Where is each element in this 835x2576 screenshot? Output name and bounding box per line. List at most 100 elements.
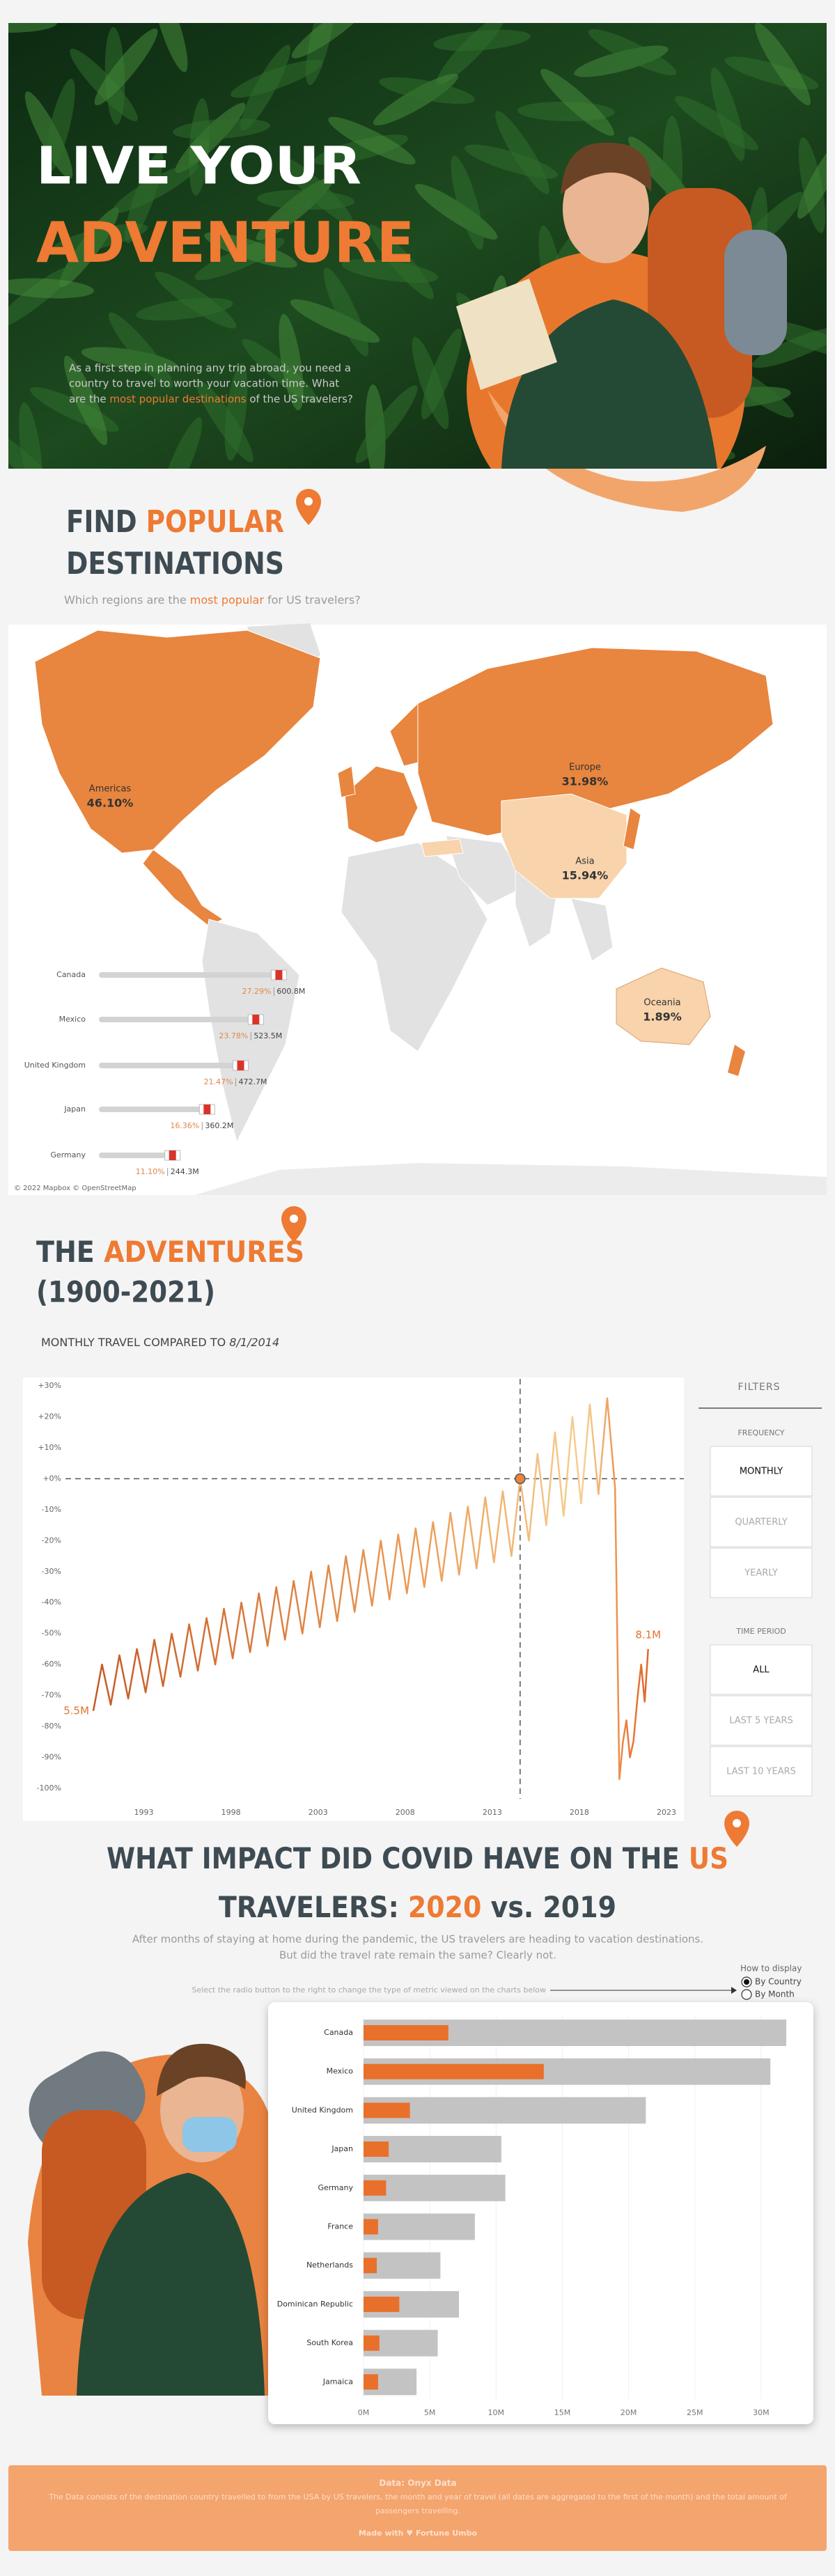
leaf — [279, 313, 304, 411]
leaf — [588, 29, 677, 76]
bar-chart: 0M 5M 10M 15M 20M 25M 30M Canada Mexico United Ki… — [277, 2016, 787, 2417]
hero-intro: As a first step in planning any trip abr… — [69, 362, 351, 375]
country-share: 16.36% — [170, 1121, 199, 1130]
category-label: France — [327, 2222, 353, 2231]
radio[interactable] — [741, 1989, 752, 2000]
section-title: (1900-2021) — [36, 1275, 215, 1309]
section-title: WHAT IMPACT DID COVID HAVE ON THE US — [107, 1841, 728, 1875]
section-title: FIND POPULAR — [66, 504, 284, 540]
footer-description: passengers travelling. — [375, 2506, 460, 2515]
category-label: United Kingdom — [292, 2105, 353, 2114]
filter-option[interactable]: LAST 5 YEARS — [729, 1716, 793, 1726]
x-tick-label: 1998 — [221, 1808, 241, 1817]
filter-button[interactable] — [710, 1644, 813, 1695]
filters-title: FILTERS — [738, 1382, 780, 1393]
section-title: TRAVELERS: 2020 vs. 2019 — [219, 1890, 616, 1924]
hair — [157, 2043, 246, 2096]
text: Which regions are the — [64, 593, 190, 607]
filter-option[interactable]: LAST 10 YEARS — [726, 1767, 796, 1777]
region-europe — [417, 647, 774, 836]
bar — [364, 2213, 475, 2240]
leaf — [291, 23, 372, 58]
country-name: Mexico — [59, 1015, 86, 1024]
flag-stripe — [275, 970, 283, 980]
line-chart: +30% +20% +10% +0% -10% -20% -30% -40% -50% -60% -… — [37, 1379, 684, 1817]
hero-intro: are the most popular destinations of the… — [69, 393, 353, 405]
hero-title-accent: ADVENTURE — [36, 210, 414, 275]
text: vs. 2019 — [481, 1890, 616, 1924]
filter-option[interactable]: MONTHLY — [740, 1467, 783, 1477]
toggle-title: How to display — [740, 1964, 802, 1974]
radio-dot[interactable] — [744, 1979, 749, 1985]
instruction: Select the radio button to the right to … — [192, 1985, 546, 1995]
country-share: 21.47% — [204, 1077, 233, 1086]
country-bar — [99, 1107, 207, 1112]
sweater — [77, 2173, 265, 2396]
filter-option[interactable]: YEARLY — [744, 1568, 778, 1579]
land — [570, 898, 614, 962]
country-travelers: 244.3M — [171, 1167, 199, 1176]
radio-label[interactable]: By Month — [755, 1990, 795, 1999]
leaf — [112, 162, 198, 214]
region-name: Europe — [569, 763, 601, 773]
x-tick-label: 0M — [358, 2408, 370, 2417]
x-tick-label: 25M — [687, 2408, 703, 2417]
text: WHAT IMPACT DID COVID HAVE ON THE — [107, 1841, 689, 1875]
filter-button[interactable] — [710, 1746, 813, 1797]
highlight: POPULAR — [146, 504, 284, 540]
x-tick-label: 15M — [554, 2408, 571, 2417]
filter-button[interactable] — [710, 1547, 813, 1598]
bar — [364, 2296, 400, 2312]
country-bar — [99, 1063, 240, 1068]
leaf — [662, 116, 683, 213]
country-travelers: 600.8M — [276, 987, 305, 996]
highlight: ADVENTURES — [104, 1235, 304, 1269]
pin-icon — [296, 489, 321, 525]
radio-label[interactable]: By Country — [755, 1977, 802, 1987]
section-subtitle: Which regions are the most popular for U… — [64, 593, 361, 607]
pin-icon — [724, 1811, 749, 1847]
category-label: Canada — [324, 2028, 353, 2037]
leaf — [328, 116, 416, 165]
bar — [364, 2374, 378, 2390]
x-tick-label: 1993 — [134, 1808, 154, 1817]
filter-button[interactable] — [710, 1695, 813, 1746]
leaf — [8, 278, 94, 299]
flag-stripe — [237, 1061, 244, 1070]
country-bar — [99, 1017, 256, 1022]
map-attribution: © 2022 Mapbox © OpenStreetMap — [14, 1185, 136, 1192]
footer-source: Data: Onyx Data — [379, 2479, 456, 2488]
pin-icon — [281, 1206, 306, 1242]
filter-option[interactable]: QUARTERLY — [735, 1517, 787, 1528]
bar — [364, 2219, 378, 2235]
date: 8/1/2014 — [229, 1336, 279, 1349]
leaf — [355, 385, 418, 463]
x-tick-label: 20M — [621, 2408, 637, 2417]
highlight: most popular — [190, 593, 265, 607]
leaf — [280, 157, 354, 225]
filter-button[interactable] — [710, 1446, 813, 1497]
filter-button[interactable] — [710, 1497, 813, 1547]
country-travelers: 523.5M — [253, 1031, 282, 1040]
x-tick-label: 2008 — [396, 1808, 415, 1817]
hero-person — [456, 142, 787, 469]
x-tick-label: 5M — [424, 2408, 436, 2417]
hair — [561, 142, 652, 195]
region-value: 1.89% — [643, 1010, 682, 1024]
bar — [364, 2180, 387, 2196]
map-paper — [456, 279, 557, 390]
display-toggle: How to display By Country By Month — [740, 1964, 802, 2000]
region-name: Americas — [89, 784, 132, 795]
footer — [8, 2465, 827, 2551]
country-share: 23.78% — [219, 1031, 248, 1040]
highlight: most popular destinations — [109, 393, 246, 405]
bar — [364, 2141, 389, 2157]
filter-group-title: TIME PERIOD — [735, 1627, 786, 1636]
leaf — [8, 23, 57, 33]
footer-credit: Made with ♥ Fortune Umbo — [359, 2529, 478, 2538]
region-europe — [337, 765, 356, 798]
filter-option[interactable]: ALL — [753, 1665, 770, 1676]
mask — [182, 2117, 237, 2152]
sweater — [501, 299, 717, 469]
